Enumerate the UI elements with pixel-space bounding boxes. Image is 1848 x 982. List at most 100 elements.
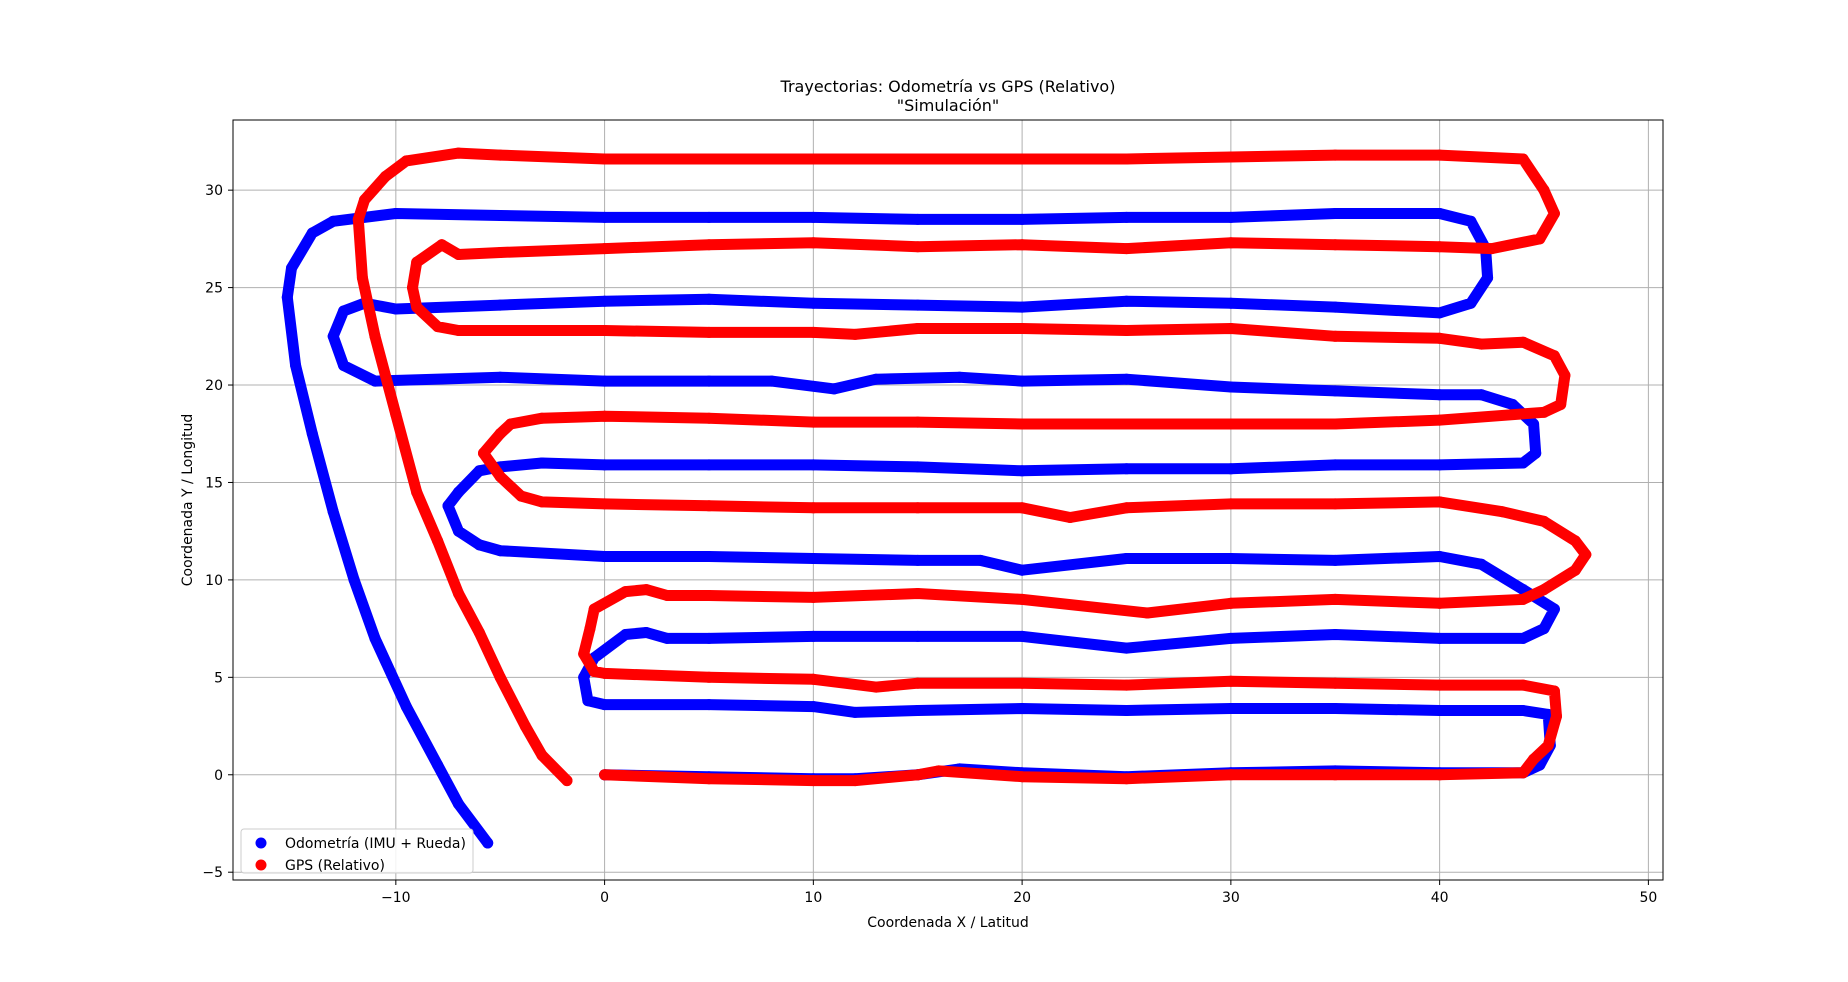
data-point (1121, 325, 1132, 336)
data-point (1434, 389, 1446, 401)
data-point (1121, 153, 1132, 165)
data-point (912, 241, 924, 253)
legend-marker-gps (255, 859, 267, 871)
chart-title: Trayectorias: Odometría vs GPS (Relativo… (780, 77, 1116, 96)
data-point (1121, 773, 1132, 785)
data-point (432, 535, 444, 547)
data-point (599, 498, 611, 510)
data-point (974, 554, 986, 566)
data-point (453, 249, 464, 260)
data-point (1016, 630, 1028, 642)
data-point (807, 211, 819, 223)
chart-subtitle: "Simulación" (897, 96, 999, 115)
data-point (807, 553, 819, 564)
plot-area (281, 147, 1592, 849)
data-point (1016, 301, 1028, 313)
data-point (436, 239, 448, 251)
data-point (1121, 418, 1132, 430)
data-point (338, 360, 350, 371)
data-point (1225, 463, 1237, 475)
data-point (1482, 272, 1494, 284)
data-point (1016, 703, 1028, 714)
data-point (1434, 597, 1446, 609)
data-point (766, 375, 778, 387)
data-point (1121, 463, 1132, 475)
data-point (453, 325, 464, 336)
data-point (703, 375, 715, 387)
data-point (849, 775, 861, 787)
axis-ticks: −10 0 10 20 30 40 50 −5 0 5 10 15 20 25 30 (202, 183, 1657, 906)
data-point (352, 213, 364, 225)
data-point (1016, 502, 1028, 514)
data-point (453, 147, 464, 159)
data-point (578, 648, 590, 660)
data-point (620, 586, 631, 598)
data-point (1121, 679, 1132, 691)
y-tick-label: 5 (214, 670, 223, 686)
data-point (494, 545, 506, 557)
data-point (599, 295, 611, 307)
data-point (1486, 243, 1498, 255)
data-point (912, 554, 924, 566)
data-point (1517, 705, 1529, 716)
data-point (1225, 769, 1237, 781)
data-point (1016, 323, 1028, 334)
data-point (390, 408, 402, 420)
data-point (1016, 418, 1028, 430)
data-point (1538, 406, 1550, 418)
y-tick-label: 30 (205, 183, 223, 199)
data-point (536, 749, 548, 761)
data-point (453, 525, 464, 537)
data-point (912, 213, 924, 225)
data-point (661, 590, 673, 601)
data-point (432, 321, 444, 333)
data-point (807, 673, 819, 685)
data-point (482, 837, 494, 849)
data-point (327, 506, 339, 518)
x-axis-label: Coordenada X / Latitud (867, 915, 1029, 931)
data-point (870, 681, 882, 693)
data-point (703, 632, 715, 644)
data-point (1329, 554, 1341, 566)
data-point (912, 299, 924, 311)
data-point (1016, 771, 1028, 783)
data-point (807, 630, 819, 642)
data-point (1548, 350, 1560, 362)
data-point (1121, 211, 1132, 223)
data-point (599, 551, 611, 562)
y-tick-label: −5 (202, 865, 223, 881)
data-point (1434, 459, 1446, 471)
data-point (703, 211, 715, 223)
data-point (703, 239, 715, 251)
data-point (478, 447, 489, 459)
data-point (369, 632, 381, 644)
y-tick-label: 25 (205, 281, 223, 297)
data-point (407, 282, 418, 294)
x-tick-label: 20 (1013, 890, 1031, 906)
data-point (1329, 703, 1341, 714)
data-point (1225, 151, 1237, 163)
data-point (1016, 375, 1028, 387)
data-point (1528, 418, 1540, 430)
data-point (1016, 153, 1028, 165)
data-point (1329, 769, 1341, 781)
data-point (536, 496, 548, 508)
data-point (494, 299, 506, 311)
data-point (640, 627, 652, 638)
data-point (807, 153, 819, 165)
data-point (1225, 381, 1237, 393)
data-point (703, 500, 715, 512)
data-point (327, 215, 339, 227)
data-point (703, 699, 715, 711)
data-point (1434, 496, 1446, 508)
data-point (411, 301, 423, 313)
data-point (494, 210, 506, 221)
data-point (411, 256, 423, 268)
data-point (1329, 677, 1341, 689)
data-point (1329, 208, 1341, 219)
data-point (1329, 459, 1341, 471)
data-point (453, 588, 464, 599)
data-point (494, 671, 506, 683)
data-point (912, 461, 924, 473)
